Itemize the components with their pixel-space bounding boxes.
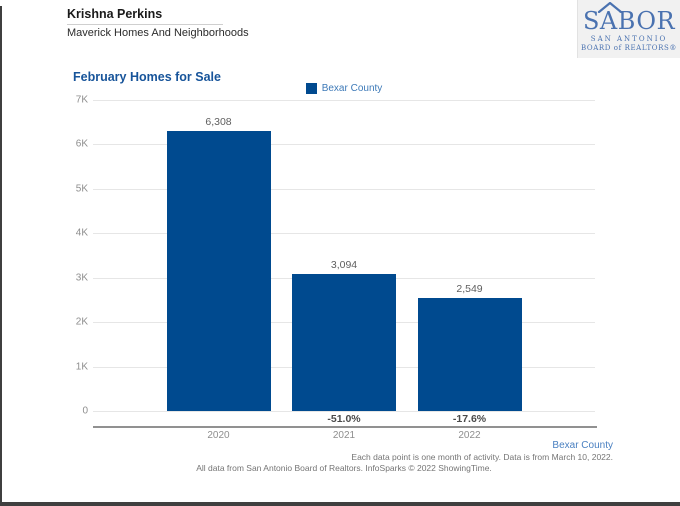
gridline-0 [93, 411, 595, 412]
bar-2020[interactable] [166, 131, 271, 411]
logo-letters-bor: BOR [617, 6, 676, 35]
chart-legend[interactable]: Bexar County [93, 83, 595, 94]
pct-change-2022: -17.6% [452, 413, 487, 425]
y-tick-1K: 1K [75, 361, 88, 373]
logo-subtitle-city: SAN ANTONIO [590, 34, 668, 43]
agent-name: Krishna Perkins [67, 7, 163, 21]
footer-series-label: Bexar County [552, 440, 613, 451]
y-tick-5K: 5K [75, 183, 88, 195]
logo-letter-s: S [582, 6, 600, 35]
window-bottom-edge [0, 502, 680, 506]
window-left-edge [0, 6, 2, 506]
x-axis-labels: 2020 2021 2022 [93, 430, 595, 443]
y-tick-6K: 6K [75, 138, 88, 150]
y-tick-7K: 7K [75, 94, 88, 106]
bar-value-2022: 2,549 [456, 283, 483, 295]
x-axis-line [93, 426, 597, 428]
plot-area: 7K 6K 5K 4K 3K 2K 1K 0 6,308 3,094 2,549 [76, 95, 595, 417]
pct-change-2021: -51.0% [327, 413, 361, 425]
footer-note-right: Each data point is one month of activity… [351, 452, 613, 462]
footer-note-center: All data from San Antonio Board of Realt… [196, 463, 492, 473]
y-tick-2K: 2K [75, 316, 88, 328]
y-tick-3K: 3K [75, 272, 88, 284]
agent-name-underline [67, 24, 223, 25]
gridline-6K [93, 144, 595, 146]
bar-value-2020: 6,308 [205, 116, 232, 128]
gridline-5K [93, 188, 595, 190]
agent-company: Maverick Homes And Neighborhoods [67, 27, 249, 39]
legend-label: Bexar County [321, 83, 383, 94]
legend-swatch [305, 83, 317, 94]
sabor-logo: S A BOR SAN ANTONIO BOARD of REALTORS® [577, 0, 680, 58]
house-roof-icon [597, 1, 622, 13]
logo-subtitle-org: BOARD of REALTORS® [581, 43, 677, 52]
bar-2022[interactable] [417, 298, 522, 411]
x-axis-label-2020: 2020 [207, 430, 230, 441]
x-axis-label-2021: 2021 [332, 430, 356, 441]
gridline-7K [93, 100, 595, 101]
bar-2021[interactable] [292, 274, 396, 411]
y-tick-0: 0 [82, 405, 88, 417]
logo-letter-a: A [597, 1, 622, 33]
sabor-logo-wordmark: S A BOR [582, 1, 676, 35]
bar-value-2021: 3,094 [330, 259, 358, 271]
y-tick-4K: 4K [75, 227, 88, 239]
gridline-4K [93, 233, 595, 235]
pct-change-row: -51.0% -17.6% [93, 413, 595, 426]
chart-title: February Homes for Sale [73, 70, 221, 84]
x-axis-label-2022: 2022 [458, 430, 481, 441]
